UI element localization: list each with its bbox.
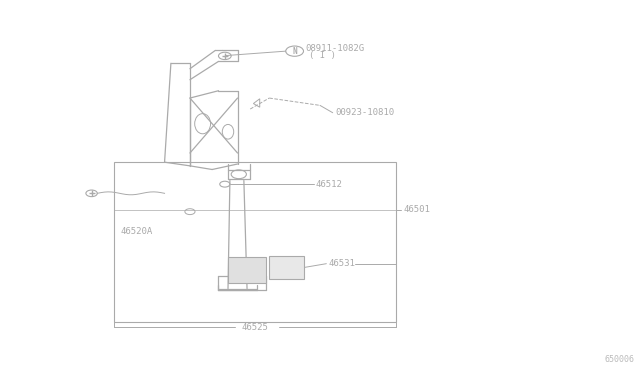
Text: 46531: 46531 [328,259,355,268]
Text: 46525: 46525 [241,323,268,331]
Text: 46520A: 46520A [120,227,152,236]
Bar [269,256,304,279]
Text: 46501: 46501 [404,205,431,214]
Text: 00923-10810: 00923-10810 [335,108,394,117]
Bar [114,162,396,321]
Text: 08911-1082G: 08911-1082G [305,44,365,54]
Text: 650006: 650006 [604,355,634,364]
Text: 46512: 46512 [316,180,342,189]
Bar [228,257,266,283]
Text: N: N [292,46,297,56]
Text: ( I ): ( I ) [309,51,336,60]
